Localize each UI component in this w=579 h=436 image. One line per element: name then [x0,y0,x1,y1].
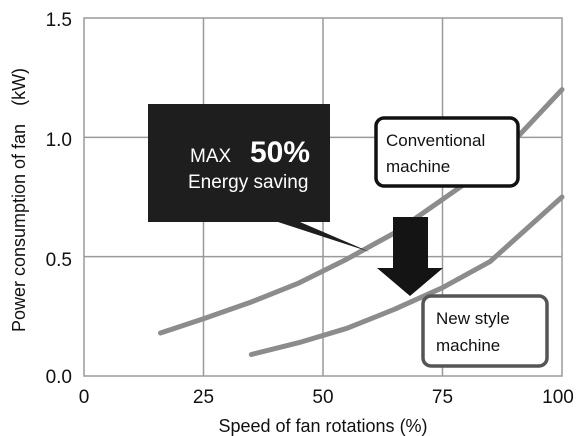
new-style-machine-curve [248,194,565,357]
x-axis-label: Speed of fan rotations (%) [218,416,427,436]
y-tick-label: 0.5 [46,250,72,271]
callout-prefix: MAX [190,146,232,167]
arrow-down-icon [377,217,443,296]
y-tick-label: 0.0 [46,367,72,388]
x-tick-label: 0 [79,387,90,408]
conventional-label-line2: machine [386,157,450,176]
callout-text: Energy saving [188,172,308,193]
y-tick-label: 1.5 [46,10,72,31]
x-tick-label: 75 [432,387,453,408]
new-style-machine-label-box [421,294,549,368]
new-style-label-line1: New style [436,309,510,328]
x-tick-label: 100 [542,387,574,408]
callout-value: 50% [250,136,310,169]
y-axis-label: Power consumption of fan (kW) [9,68,29,332]
conventional-machine-label-box [374,116,520,188]
y-tick-label: 1.0 [46,130,72,151]
x-tick-label: 25 [193,387,214,408]
new-style-label-line2: machine [436,336,500,355]
callout-box [148,104,370,252]
x-tick-label: 50 [312,387,333,408]
conventional-label-line1: Conventional [386,131,485,150]
